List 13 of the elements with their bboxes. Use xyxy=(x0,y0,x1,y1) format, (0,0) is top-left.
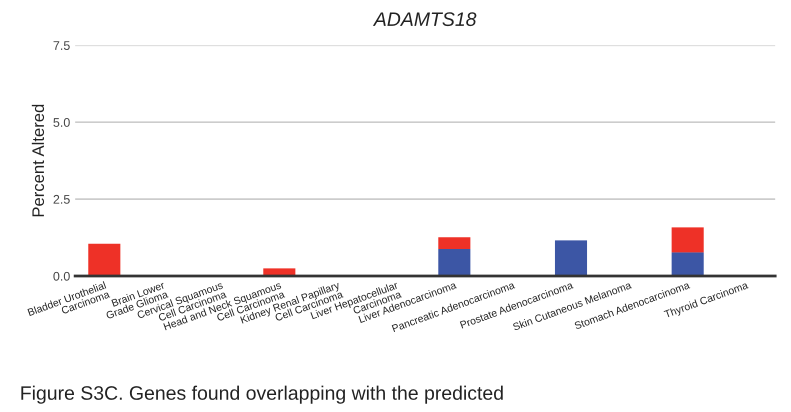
bar xyxy=(554,240,588,276)
bar xyxy=(438,237,470,249)
caption: Figure S3C. Genes found overlapping with the predicted xyxy=(21,386,503,404)
y-tick-label: 2.5 xyxy=(54,194,70,204)
y-axis-title: Percent Altered xyxy=(32,104,44,216)
bar xyxy=(672,252,704,276)
y-tick-label: 0.0 xyxy=(53,272,70,281)
bar xyxy=(438,248,470,276)
y-tick-label: 7.5 xyxy=(54,41,70,50)
y-tick-label: 5.0 xyxy=(53,118,70,127)
chart-title: ADAMTS18 xyxy=(372,12,476,26)
bar xyxy=(88,244,120,276)
bar xyxy=(672,227,704,252)
